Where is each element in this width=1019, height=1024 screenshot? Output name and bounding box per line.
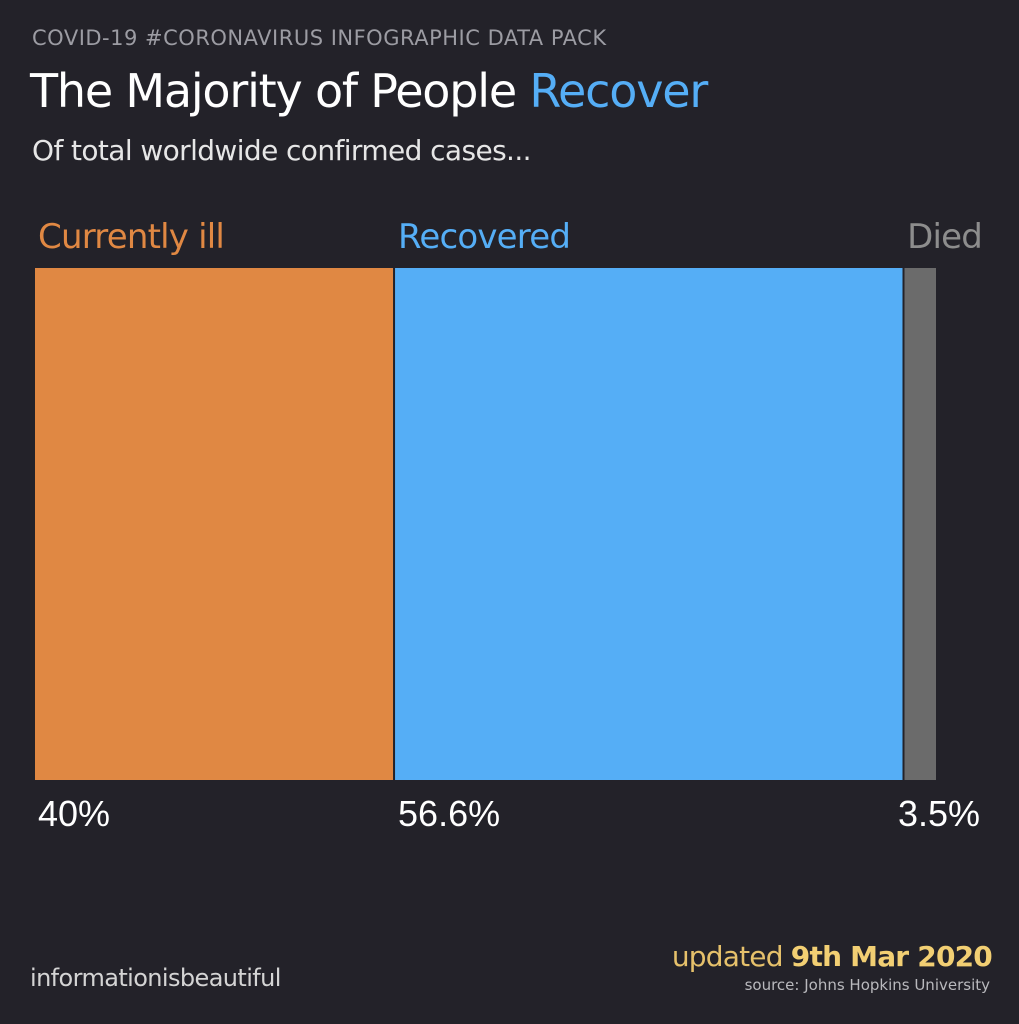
value-label-currently-ill: 40% — [38, 793, 110, 834]
bar-segment-recovered — [395, 268, 903, 780]
page-title: The Majority of People Recover — [30, 64, 708, 118]
bar-segment-died — [904, 268, 936, 780]
page-subtitle: Of total worldwide confirmed cases... — [32, 134, 532, 167]
updated-date: 9th Mar 2020 — [790, 940, 993, 973]
updated-label: updated — [671, 940, 791, 973]
credit-text: informationisbeautiful — [30, 964, 281, 992]
category-label-currently-ill: Currently ill — [38, 217, 224, 257]
bar-segment-currently-ill — [35, 268, 394, 780]
title-main: The Majority of People — [30, 64, 530, 118]
value-label-died: 3.5% — [898, 793, 980, 834]
category-label-recovered: Recovered — [398, 217, 570, 257]
category-label-died: Died — [907, 217, 982, 257]
source-text: source: Johns Hopkins University — [744, 976, 990, 994]
updated-text: updated 9th Mar 2020 — [671, 940, 993, 973]
value-label-recovered: 56.6% — [398, 793, 500, 834]
title-accent: Recover — [529, 64, 708, 118]
kicker-text: COVID-19 #CORONAVIRUS INFOGRAPHIC DATA P… — [32, 26, 607, 50]
